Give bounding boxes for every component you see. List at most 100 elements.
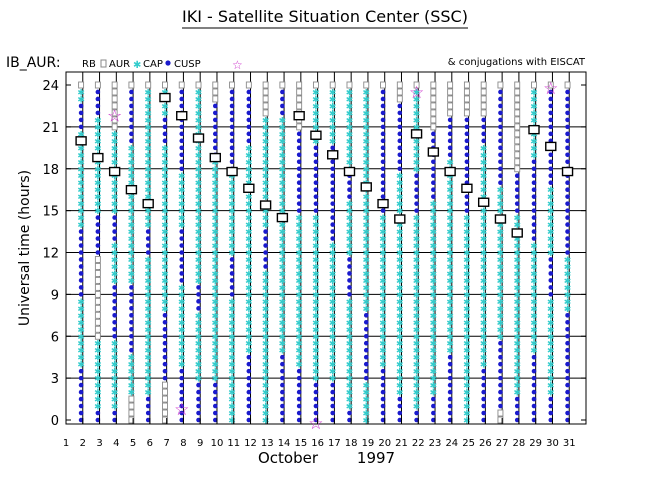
cap-point: ✱ [463,375,471,385]
cusp-point [229,124,235,130]
cusp-point [330,382,336,388]
cap-point: ✱ [245,312,253,322]
cap-point: ✱ [262,333,270,343]
x-tick-label: 21 [395,438,408,449]
aur-point [94,263,101,270]
cap-point: ✱ [413,256,421,266]
cap-point: ✱ [379,340,387,350]
cusp-point [347,264,352,269]
cusp-point [196,410,201,416]
cap-point: ✱ [212,200,220,210]
aur-point [111,116,118,124]
cap-point: ✱ [430,319,438,329]
cap-point: ✱ [161,242,169,252]
cusp-point [78,124,84,130]
cusp-point [431,187,436,192]
cusp-point [330,410,336,416]
cusp-point [431,410,436,416]
cap-point: ✱ [262,312,270,322]
cap-point: ✱ [430,333,438,343]
cusp-point [129,292,134,297]
cusp-point [531,208,537,213]
aur-point [463,109,470,117]
cap-point: ✱ [547,389,555,399]
cusp-point [498,340,503,346]
cap-point: ✱ [128,151,136,161]
x-tick-label: 16 [311,438,324,449]
cusp-point [431,166,436,172]
cap-point: ✱ [144,305,152,315]
cusp-point [263,264,268,269]
cap-point: ✱ [547,354,555,364]
cap-point: ✱ [262,284,270,294]
cap-point: ✱ [228,389,236,399]
cap-point: ✱ [161,221,169,231]
cap-point: ✱ [212,256,220,266]
cap-point: ✱ [178,214,186,224]
cusp-point [464,173,470,179]
cap-point: ✱ [144,354,152,364]
cap-point: ✱ [329,116,337,126]
cap-point: ✱ [279,158,287,168]
aur-point [262,81,269,89]
cusp-point [531,236,537,241]
day-track: ✱✱✱✱✱✱✱✱✱✱✱✱✱✱✱✱✱✱✱✱✱✱✱✱✱✱✱✱✱✱✱✱ [477,81,490,423]
x-tick-label: 31 [563,438,576,449]
cusp-point [363,313,369,318]
cap-point: ✱ [195,193,203,203]
cap-point: ✱ [195,340,203,350]
cap-point: ✱ [379,221,387,231]
cusp-point [431,417,436,423]
cap-point: ✱ [413,326,421,336]
cusp-point [565,250,570,255]
legend-marker-cap: ✱ [133,60,141,71]
aur-point [480,95,487,103]
aur-point [128,81,135,89]
cap-point: ✱ [346,396,354,406]
cap-point: ✱ [463,305,471,315]
cap-point: ✱ [430,291,438,301]
cap-point: ✱ [195,235,203,245]
cusp-point [498,396,503,402]
cap-point: ✱ [245,340,253,350]
cap-point: ✱ [396,382,404,392]
cap-point: ✱ [413,158,421,168]
cusp-point [95,236,101,241]
cap-point: ✱ [228,186,236,196]
cap-point: ✱ [279,144,287,154]
aur-point [128,409,135,417]
cap-point: ✱ [530,326,538,336]
cap-point: ✱ [430,277,438,287]
aur-point [296,102,303,110]
cap-point: ✱ [262,270,270,280]
eiscat-conjugation-box [461,183,473,193]
cap-point: ✱ [413,361,421,371]
cusp-point [313,166,319,172]
x-tick-label: 26 [479,438,492,449]
cap-point: ✱ [212,347,220,357]
cap-point: ✱ [245,263,253,273]
cap-point: ✱ [497,200,505,210]
cap-point: ✱ [94,382,102,392]
cap-point: ✱ [530,305,538,315]
cap-point: ✱ [77,305,85,315]
eiscat-conjugation-box [125,184,138,195]
cap-point: ✱ [329,137,337,147]
cap-point: ✱ [362,88,370,98]
cap-point: ✱ [77,326,85,336]
cap-point: ✱ [413,284,421,294]
cusp-point [330,159,336,165]
cusp-point [280,396,285,402]
cap-point: ✱ [430,284,438,294]
cap-point: ✱ [228,172,236,182]
cap-point: ✱ [530,102,538,112]
cap-point: ✱ [430,263,438,273]
cap-point: ✱ [547,228,555,238]
cap-point: ✱ [396,333,404,343]
cusp-point [95,222,101,227]
cusp-point [380,187,386,192]
cap-point: ✱ [463,312,471,322]
eiscat-conjugation-box [176,111,188,121]
cap-point: ✱ [195,214,203,224]
cusp-point [565,243,570,248]
